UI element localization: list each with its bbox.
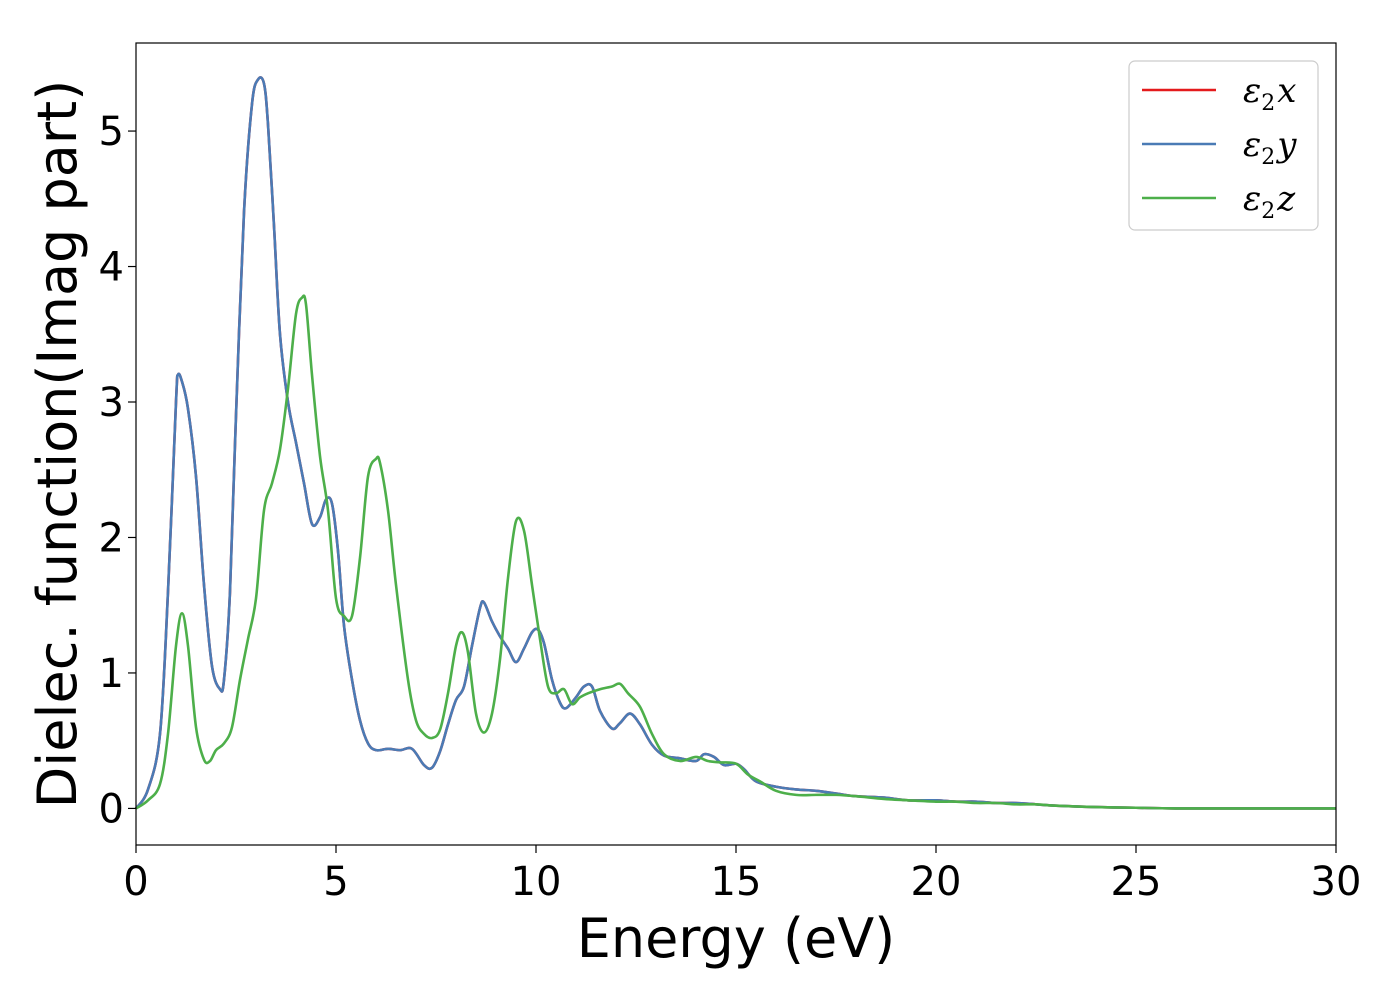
x-tick-label: 15 (711, 859, 762, 905)
y-tick-label: 0 (99, 786, 124, 832)
series-layer (134, 76, 1336, 810)
series-line-y (134, 76, 1336, 810)
x-axis-title: Energy (eV) (577, 907, 896, 970)
x-tick-label: 20 (911, 859, 962, 905)
legend-label-y: ε2y (1243, 125, 1297, 170)
legend-box (1128, 60, 1319, 231)
legend: ε2x ε2y ε2z (1128, 60, 1319, 231)
series-line-z (135, 294, 1336, 810)
x-tick-label: 25 (1111, 859, 1162, 905)
x-tick-label: 30 (1311, 859, 1362, 905)
y-tick-label: 4 (99, 245, 124, 291)
x-tick-label: 0 (123, 859, 148, 905)
x-axis: 0 5 10 15 20 25 30 (123, 845, 1361, 905)
y-axis: 0 1 2 3 4 5 (99, 109, 136, 832)
y-axis-title: Dielec. function(Imag part) (26, 80, 89, 809)
y-tick-label: 5 (99, 109, 124, 155)
x-tick-label: 5 (323, 859, 348, 905)
x-tick-label: 10 (511, 859, 562, 905)
y-tick-label: 2 (99, 515, 124, 561)
y-tick-label: 1 (99, 651, 124, 697)
y-tick-label: 3 (99, 380, 124, 426)
legend-label-z: ε2z (1243, 179, 1296, 224)
legend-label-x: ε2x (1243, 71, 1296, 116)
